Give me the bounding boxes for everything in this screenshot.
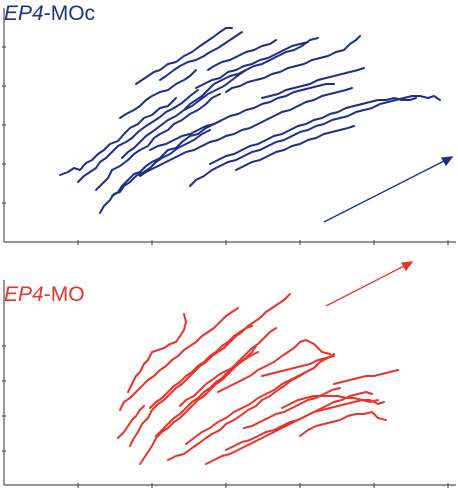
- control-track: [159, 31, 243, 81]
- control-track: [235, 125, 355, 171]
- control-arrow-head: [440, 156, 454, 167]
- control-title-suffix: -MOc: [43, 2, 96, 25]
- morphant-track: [225, 399, 385, 451]
- morphant-track: [179, 351, 259, 407]
- morphant-track: [243, 387, 341, 429]
- morphant-direction-arrow: [325, 261, 414, 307]
- morphant-title: EP4-MO: [4, 283, 85, 307]
- control-track: [225, 35, 361, 93]
- control-panel: EP4-MOc: [2, 2, 456, 245]
- morphant-track: [299, 411, 387, 437]
- control-track: [111, 119, 223, 197]
- control-track: [95, 93, 221, 191]
- morphant-axes: [2, 280, 456, 488]
- morphant-panel: EP4-MO: [0, 250, 458, 491]
- control-track: [139, 87, 353, 177]
- morphant-trajectory-plot: [2, 261, 456, 488]
- control-track: [149, 83, 335, 151]
- control-trajectory-plot: [2, 8, 456, 245]
- control-track: [135, 27, 233, 85]
- control-arrow-shaft: [323, 158, 449, 223]
- morphant-track: [149, 325, 253, 409]
- control-track: [195, 41, 309, 89]
- morphant-track: [261, 355, 335, 377]
- morphant-track: [217, 339, 331, 393]
- control-track: [119, 69, 197, 119]
- morphant-arrow-head: [400, 261, 414, 272]
- control-track: [261, 67, 365, 99]
- control-track: [209, 97, 417, 165]
- morphant-track: [127, 313, 187, 393]
- morphant-track: [185, 353, 335, 445]
- morphant-trajectories: [117, 293, 399, 465]
- morphant-title-gene: EP4: [4, 283, 44, 306]
- morphant-track: [281, 395, 379, 409]
- control-track: [121, 69, 247, 159]
- control-title-gene: EP4: [4, 2, 44, 25]
- morphant-track: [119, 307, 239, 411]
- morphant-arrow-shaft: [325, 263, 409, 307]
- control-track: [207, 39, 277, 71]
- control-trajectories: [59, 27, 441, 214]
- morphant-track: [117, 405, 145, 439]
- control-direction-arrow: [323, 156, 454, 223]
- control-track: [183, 37, 319, 111]
- control-track: [77, 89, 199, 183]
- control-track: [59, 97, 177, 176]
- morphant-title-suffix: -MO: [43, 283, 85, 306]
- morphant-track: [333, 369, 399, 385]
- morphant-track: [129, 293, 291, 447]
- control-axes: [2, 8, 456, 245]
- morphant-track: [155, 327, 277, 437]
- control-title: EP4-MOc: [4, 2, 95, 26]
- control-track: [189, 95, 441, 187]
